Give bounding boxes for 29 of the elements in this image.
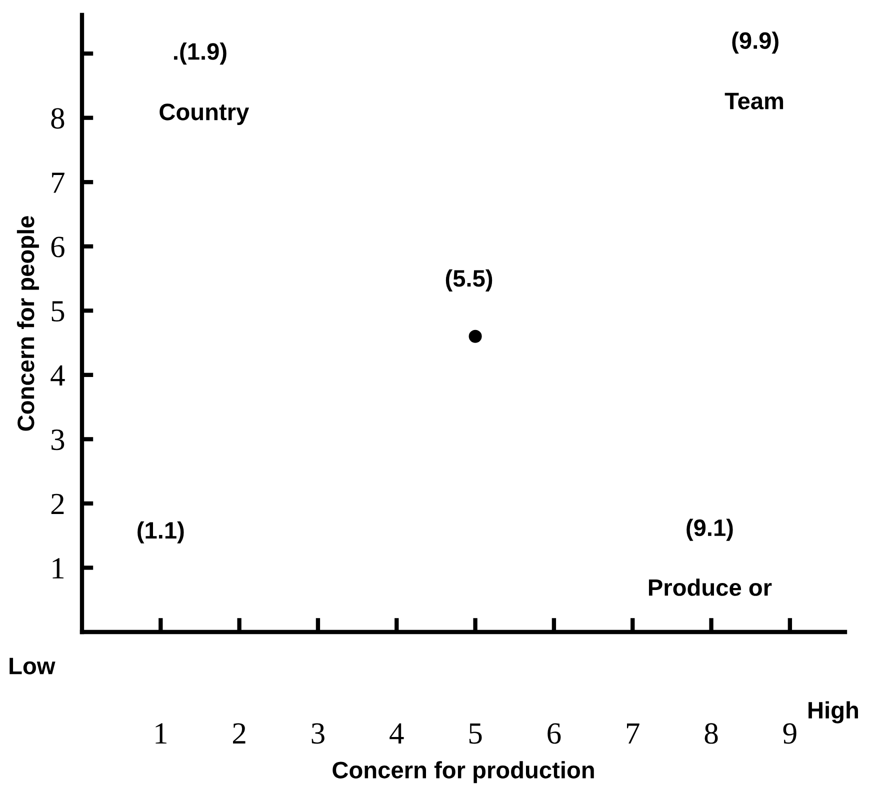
x-tick-label: 3 — [312, 723, 324, 744]
y-tick-label: 4 — [50, 365, 65, 386]
x-tick-label: 6 — [548, 723, 561, 744]
x-tick-label: 2 — [233, 723, 246, 744]
y-tick-label: 6 — [51, 236, 64, 258]
y-tick-label: 7 — [52, 172, 64, 193]
text: High — [808, 701, 858, 724]
x-tick-label: 4 — [390, 723, 404, 744]
annotation: (9.1) — [686, 518, 733, 541]
x-axis-title: Concern for production — [332, 761, 594, 784]
x-tick-label: 5 — [469, 723, 482, 744]
annotation: (9.9) — [732, 32, 778, 54]
y-tick-label: 5 — [52, 301, 64, 322]
annotation: Country — [160, 104, 250, 125]
x-tick-label: 9 — [783, 723, 796, 744]
y-tick-label: 8 — [51, 108, 64, 129]
annotation: (1.1) — [138, 521, 184, 544]
x-tick-label: 1 — [156, 723, 166, 744]
y-tick-label: 1 — [52, 558, 64, 578]
x-tick-label: 7 — [626, 723, 640, 744]
y-axis-title: Concern for people — [16, 216, 39, 431]
annotation: Team — [724, 92, 784, 110]
y-tick-label: 3 — [52, 430, 64, 450]
text: Low — [10, 658, 56, 674]
annotation: .(1.9) — [174, 42, 226, 65]
x-tick-label: 8 — [704, 723, 718, 744]
annotation: Produce or — [648, 578, 772, 596]
annotation: (5.5) — [446, 269, 492, 292]
y-tick-label: 2 — [51, 494, 64, 514]
